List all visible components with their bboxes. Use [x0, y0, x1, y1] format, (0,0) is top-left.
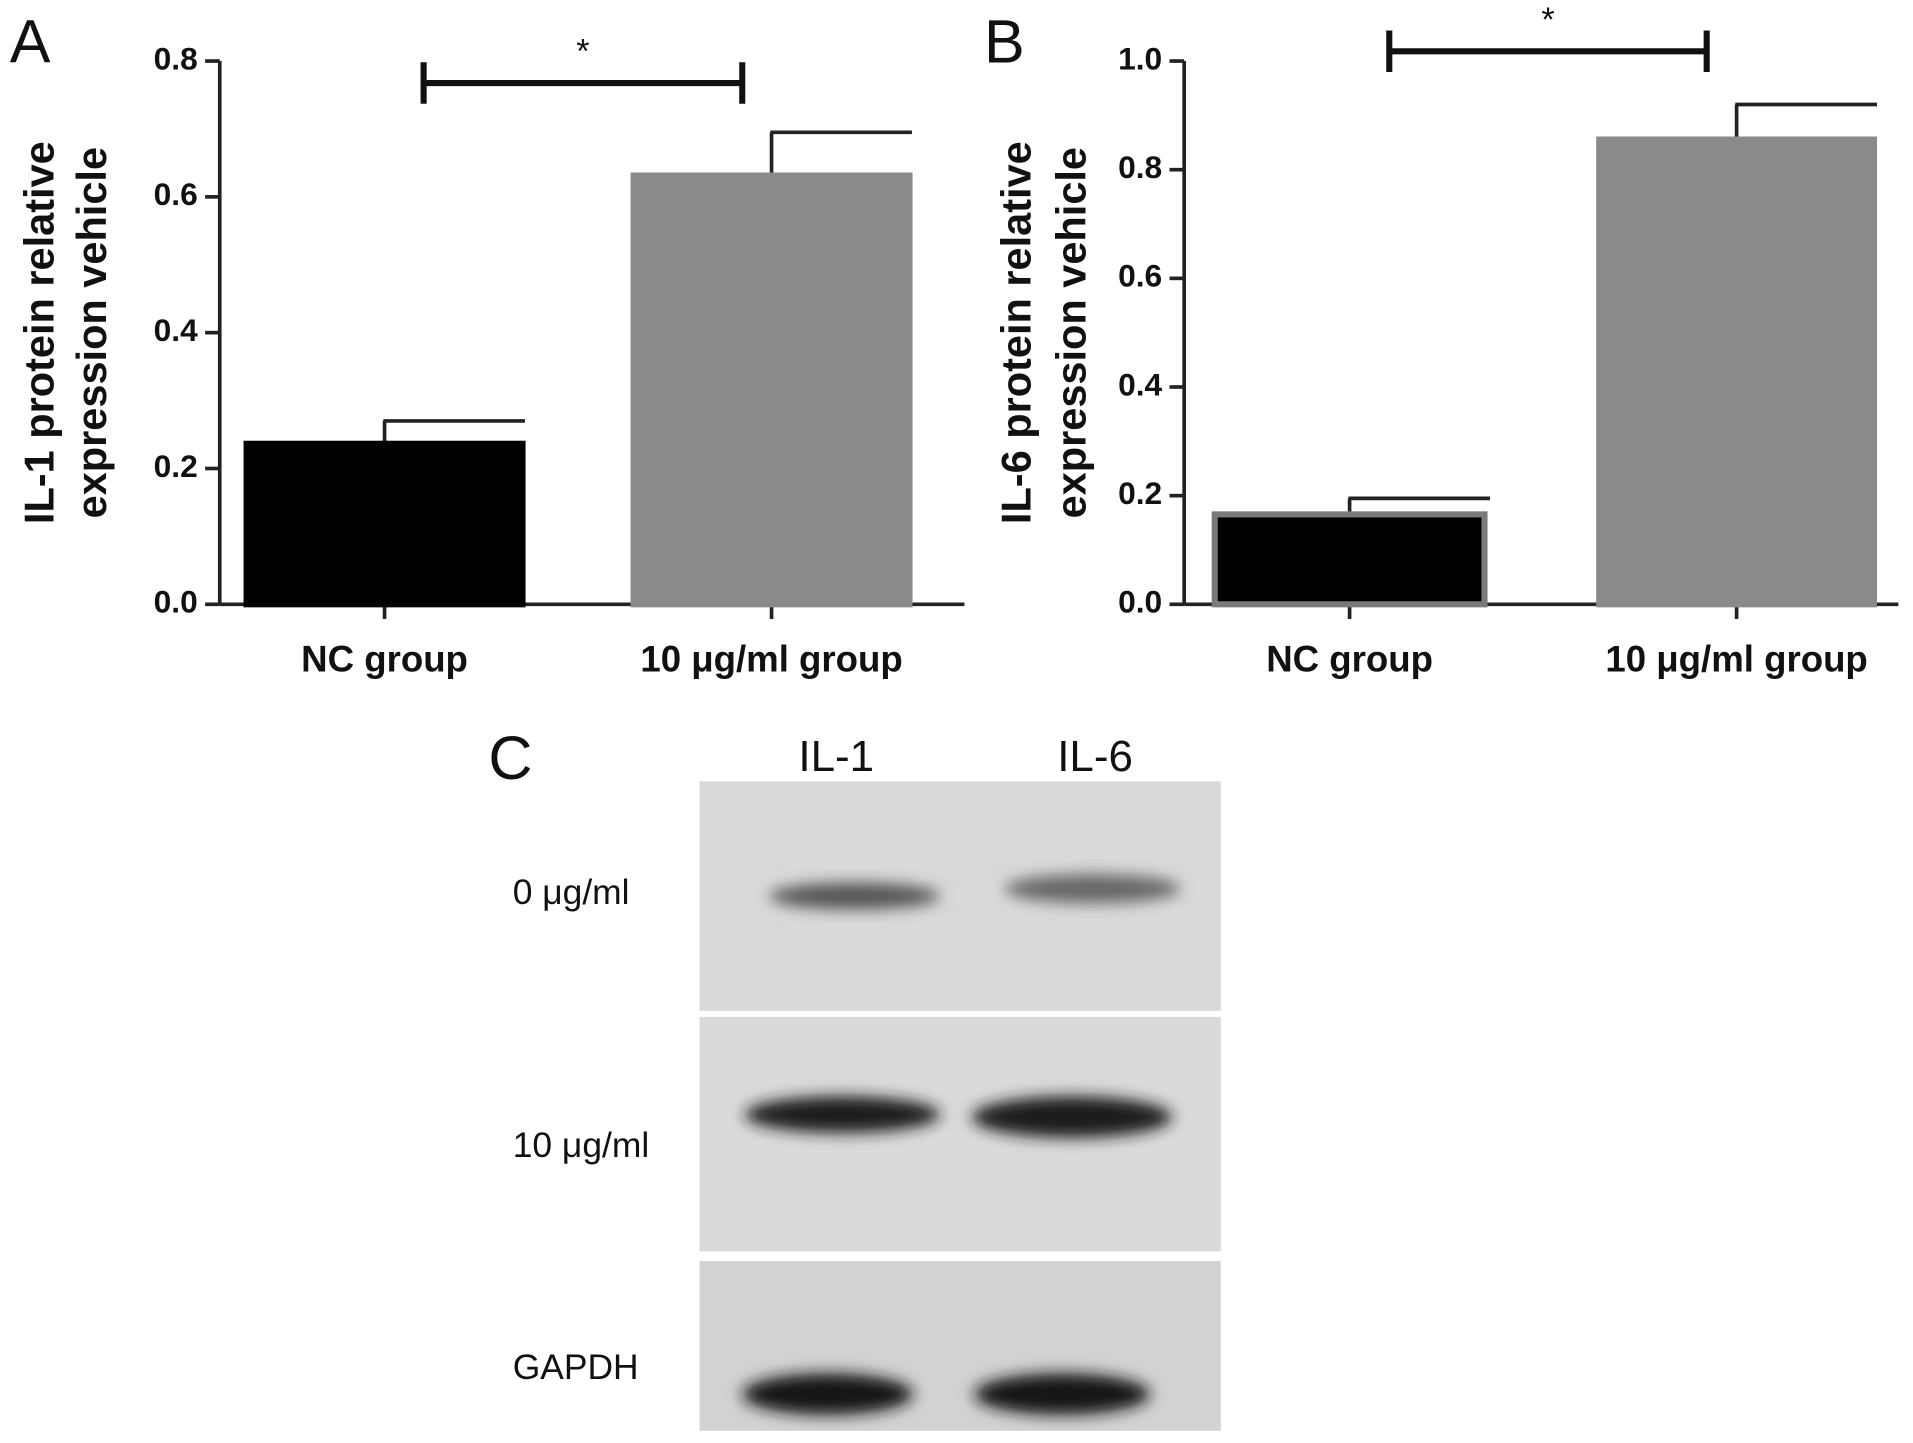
blot-row-label: 0 μg/ml: [513, 872, 630, 912]
y-tick-label: 0.6: [154, 176, 198, 212]
x-tick-label: NC group: [301, 638, 468, 679]
blot-band: [974, 1373, 1150, 1415]
y-tick-label: 1.0: [1118, 40, 1162, 76]
bar: [630, 172, 913, 608]
y-tick-label: 0.4: [1118, 366, 1162, 402]
bar: [243, 440, 526, 608]
blot-row-label: GAPDH: [513, 1347, 639, 1387]
y-tick-label: 0.8: [1118, 149, 1162, 185]
bar: [1596, 136, 1877, 608]
significance-label: *: [1541, 1, 1554, 39]
chart: B IL-6 protein relative expression vehicle…: [984, 1, 1899, 679]
blot-column-label: IL-6: [1057, 732, 1133, 781]
y-tick-label: 0.0: [154, 584, 198, 620]
blot-strip: [699, 1016, 1221, 1252]
y-tick-label: 0.4: [154, 312, 198, 348]
blot-band: [742, 1373, 914, 1415]
y-tick-label: 0.8: [154, 40, 198, 76]
y-tick-label: 0.2: [154, 448, 198, 484]
blot-band: [1004, 874, 1181, 904]
blot-column-label: IL-1: [798, 732, 874, 781]
y-tick-label: 0.6: [1118, 258, 1162, 294]
x-tick-label: 10 μg/ml group: [640, 638, 902, 679]
x-tick-label: NC group: [1266, 638, 1433, 679]
blot-row-label: 10 μg/ml: [513, 1125, 649, 1165]
blot-panel: C IL-1 IL-6 0 μg/ml 10 μg/ml GAPDH: [488, 724, 1221, 1431]
y-axis-title: IL-6 protein relative: [992, 141, 1039, 524]
bar: [1211, 511, 1488, 608]
y-tick-label: 0.2: [1118, 475, 1162, 511]
y-tick-label: 0.0: [1118, 584, 1162, 620]
panel-letter: A: [10, 8, 51, 76]
panel-letter: C: [488, 724, 532, 792]
y-axis-title: IL-1 protein relative: [16, 141, 63, 524]
blot-band: [971, 1096, 1172, 1138]
chart: A IL-1 protein relative expression vehicle…: [10, 8, 965, 679]
panel-letter: B: [984, 8, 1025, 76]
y-axis-title: expression vehicle: [1047, 147, 1094, 518]
x-tick-label: 10 μg/ml group: [1605, 638, 1867, 679]
y-axis-title: expression vehicle: [68, 147, 115, 518]
blot-band: [744, 1096, 941, 1133]
significance-label: *: [576, 33, 589, 71]
blot-band: [769, 882, 941, 910]
